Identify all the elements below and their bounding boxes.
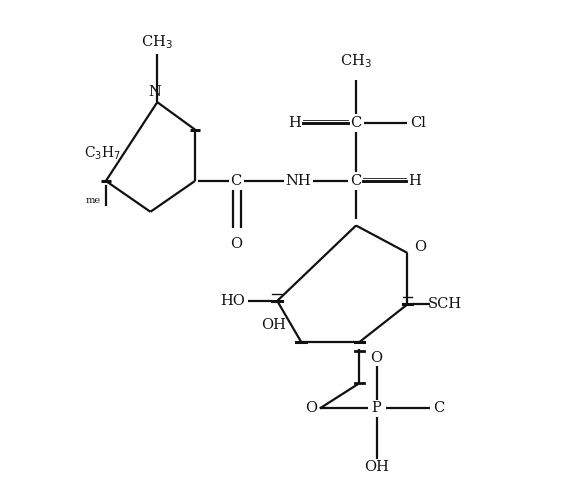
Text: O: O [413, 241, 426, 254]
Text: H: H [408, 174, 421, 188]
Text: P: P [371, 402, 381, 416]
Text: SCH: SCH [428, 297, 462, 311]
Text: OH: OH [262, 318, 286, 332]
Text: H: H [288, 116, 301, 130]
Text: Cl: Cl [410, 116, 426, 130]
Text: N: N [148, 85, 161, 99]
Text: C: C [350, 174, 362, 188]
Text: O: O [305, 402, 317, 416]
Text: O: O [370, 351, 382, 365]
Text: C: C [231, 174, 242, 188]
Text: NH: NH [285, 174, 310, 188]
Text: C$_3$H$_7$: C$_3$H$_7$ [84, 145, 121, 162]
Text: O: O [230, 237, 242, 251]
Text: OH: OH [364, 460, 389, 474]
Text: C: C [350, 116, 362, 130]
Text: me: me [86, 196, 101, 205]
Text: CH$_3$: CH$_3$ [141, 33, 173, 51]
Text: C: C [432, 402, 444, 416]
Text: HO: HO [220, 294, 245, 308]
Text: CH$_3$: CH$_3$ [340, 52, 372, 70]
